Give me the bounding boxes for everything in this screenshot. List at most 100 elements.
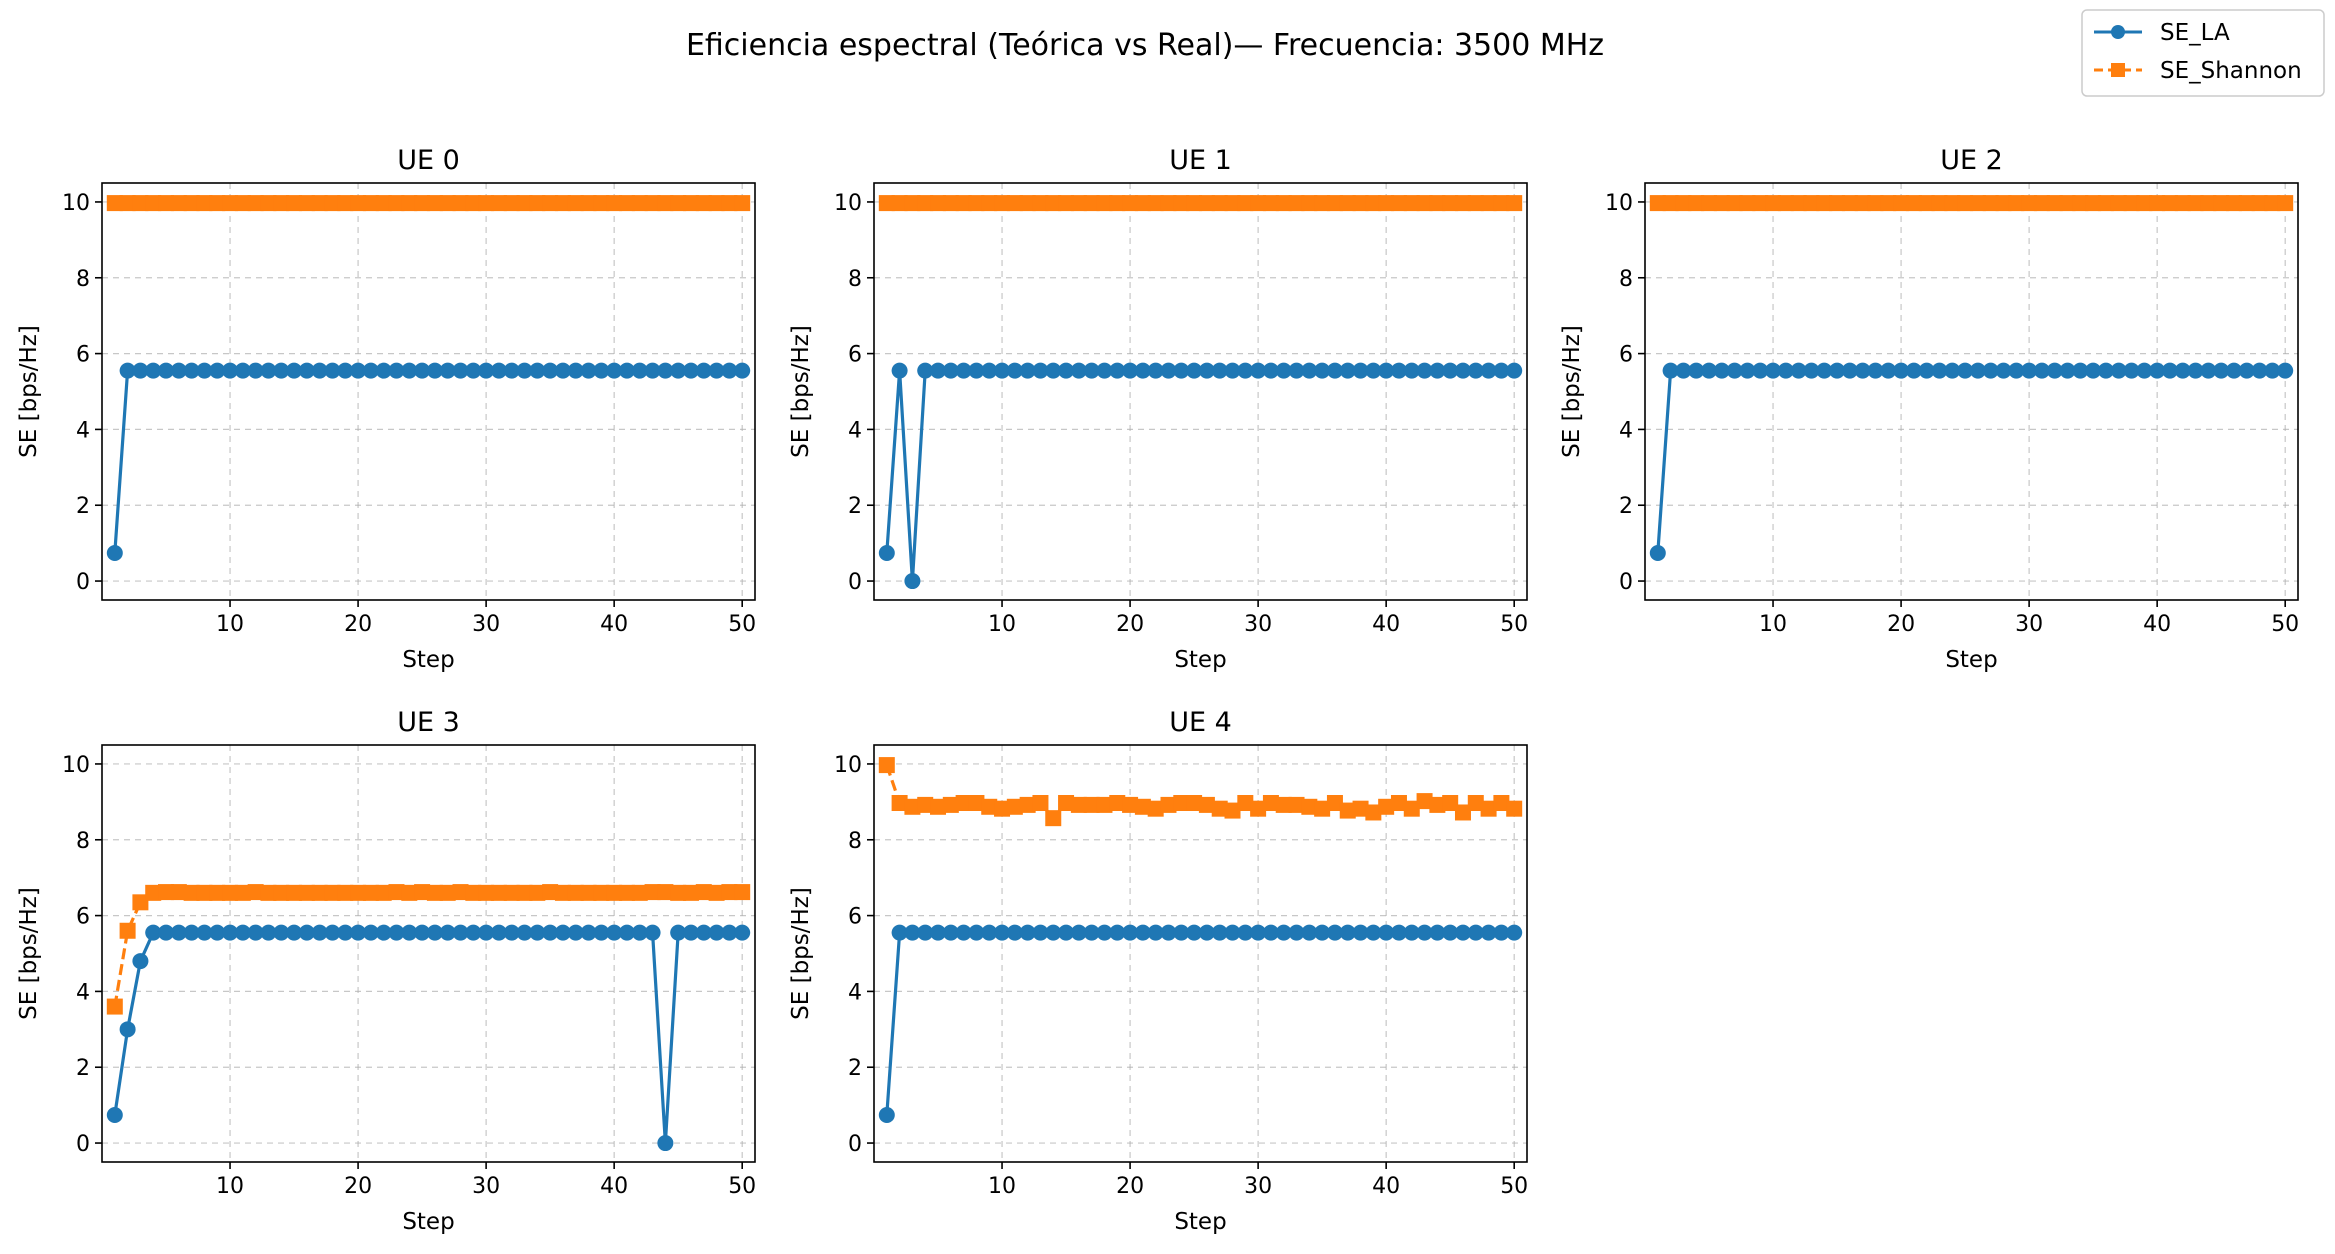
y-tick-label: 10 <box>62 753 90 778</box>
x-tick-label: 20 <box>1887 612 1915 637</box>
data-point-se-shannon <box>478 884 495 901</box>
data-point-se-la <box>1019 924 1036 941</box>
data-point-se-shannon <box>2149 195 2166 212</box>
plot-area <box>102 745 755 1162</box>
data-point-se-la <box>554 362 571 379</box>
data-point-se-shannon <box>1109 195 1126 212</box>
data-point-se-la <box>1314 362 1331 379</box>
x-axis-label: Step <box>1945 647 1997 673</box>
data-point-se-shannon <box>2110 195 2127 212</box>
y-tick-label: 10 <box>834 191 862 216</box>
data-point-se-la <box>917 924 934 941</box>
data-point-se-shannon <box>1969 195 1986 212</box>
data-point-se-shannon <box>222 884 239 901</box>
data-point-se-shannon <box>273 195 290 212</box>
data-point-se-la <box>286 924 303 941</box>
data-point-se-shannon <box>2085 195 2102 212</box>
x-tick-label: 10 <box>216 1174 244 1199</box>
y-axis-label: SE [bps/Hz] <box>1559 325 1585 458</box>
data-point-se-shannon <box>695 195 712 212</box>
data-point-se-la <box>222 362 239 379</box>
data-point-se-shannon <box>981 195 998 212</box>
data-point-se-la <box>891 362 908 379</box>
data-point-se-shannon <box>158 195 175 212</box>
y-tick-label: 2 <box>76 1056 90 1081</box>
data-point-se-la <box>439 362 456 379</box>
data-point-se-la <box>1288 362 1305 379</box>
data-point-se-shannon <box>734 884 751 901</box>
data-point-se-shannon <box>1429 796 1446 813</box>
data-point-se-la <box>529 924 546 941</box>
data-point-se-shannon <box>1006 195 1023 212</box>
data-point-se-la <box>1701 362 1718 379</box>
data-point-se-la <box>1083 362 1100 379</box>
data-point-se-la <box>2085 362 2102 379</box>
data-point-se-shannon <box>2033 195 2050 212</box>
data-point-se-la <box>734 362 751 379</box>
x-tick-label: 10 <box>1759 612 1787 637</box>
data-point-se-shannon <box>1957 195 1974 212</box>
y-tick-label: 8 <box>76 267 90 292</box>
data-point-se-la <box>350 362 367 379</box>
data-point-se-shannon <box>350 195 367 212</box>
y-axis-label: SE [bps/Hz] <box>16 887 42 1020</box>
data-point-se-shannon <box>183 195 200 212</box>
data-point-se-shannon <box>1301 798 1318 815</box>
y-tick-label: 2 <box>1619 494 1633 519</box>
data-point-se-la <box>1442 362 1459 379</box>
data-point-se-shannon <box>1365 804 1382 821</box>
data-point-se-shannon <box>904 195 921 212</box>
y-tick-label: 4 <box>1619 418 1633 443</box>
x-tick-label: 30 <box>472 612 500 637</box>
x-tick-label: 40 <box>600 612 628 637</box>
data-point-se-shannon <box>311 884 328 901</box>
data-point-se-shannon <box>1058 195 1075 212</box>
data-point-se-la <box>1109 924 1126 941</box>
axes-frame <box>873 182 1528 601</box>
data-point-se-la <box>1649 544 1666 561</box>
data-point-se-shannon <box>1931 195 1948 212</box>
data-point-se-shannon <box>388 195 405 212</box>
data-point-se-la <box>1454 362 1471 379</box>
data-point-se-la <box>670 362 687 379</box>
data-point-se-la <box>1198 362 1215 379</box>
data-point-se-shannon <box>1777 195 1794 212</box>
data-point-se-shannon <box>362 195 379 212</box>
data-point-se-shannon <box>1467 795 1484 812</box>
data-point-se-la <box>1969 362 1986 379</box>
data-point-se-shannon <box>1288 195 1305 212</box>
data-point-se-la <box>1262 924 1279 941</box>
data-point-se-shannon <box>1096 796 1113 813</box>
data-point-se-shannon <box>132 195 149 212</box>
data-point-se-la <box>917 362 934 379</box>
y-axis-label: SE [bps/Hz] <box>16 325 42 458</box>
data-point-se-shannon <box>2277 195 2294 212</box>
data-point-se-la <box>2008 362 2025 379</box>
data-point-se-la <box>2149 362 2166 379</box>
data-point-se-shannon <box>542 195 559 212</box>
legend-marker-se-shannon <box>2111 63 2125 77</box>
data-point-se-shannon <box>1339 802 1356 819</box>
data-point-se-la <box>1467 362 1484 379</box>
data-point-se-shannon <box>1726 195 1743 212</box>
data-point-se-la <box>1854 362 1871 379</box>
data-point-se-la <box>1211 362 1228 379</box>
data-point-se-shannon <box>209 195 226 212</box>
data-point-se-la <box>119 362 136 379</box>
data-point-se-la <box>2238 362 2255 379</box>
data-point-se-la <box>1186 362 1203 379</box>
data-point-se-la <box>247 362 264 379</box>
data-point-se-la <box>465 362 482 379</box>
data-point-se-la <box>478 924 495 941</box>
data-point-se-la <box>414 362 431 379</box>
data-point-se-shannon <box>2161 195 2178 212</box>
subplot-4: 10 20 30 40 50 0 2 4 6 8 10 UE 4 Step SE [bps/Hz] <box>788 707 1528 1235</box>
data-point-se-la <box>1675 362 1692 379</box>
data-point-se-shannon <box>1006 798 1023 815</box>
data-point-se-la <box>1957 362 1974 379</box>
y-axis-label: SE [bps/Hz] <box>788 325 814 458</box>
data-point-se-shannon <box>1134 195 1151 212</box>
data-point-se-la <box>388 924 405 941</box>
data-point-se-shannon <box>1765 195 1782 212</box>
